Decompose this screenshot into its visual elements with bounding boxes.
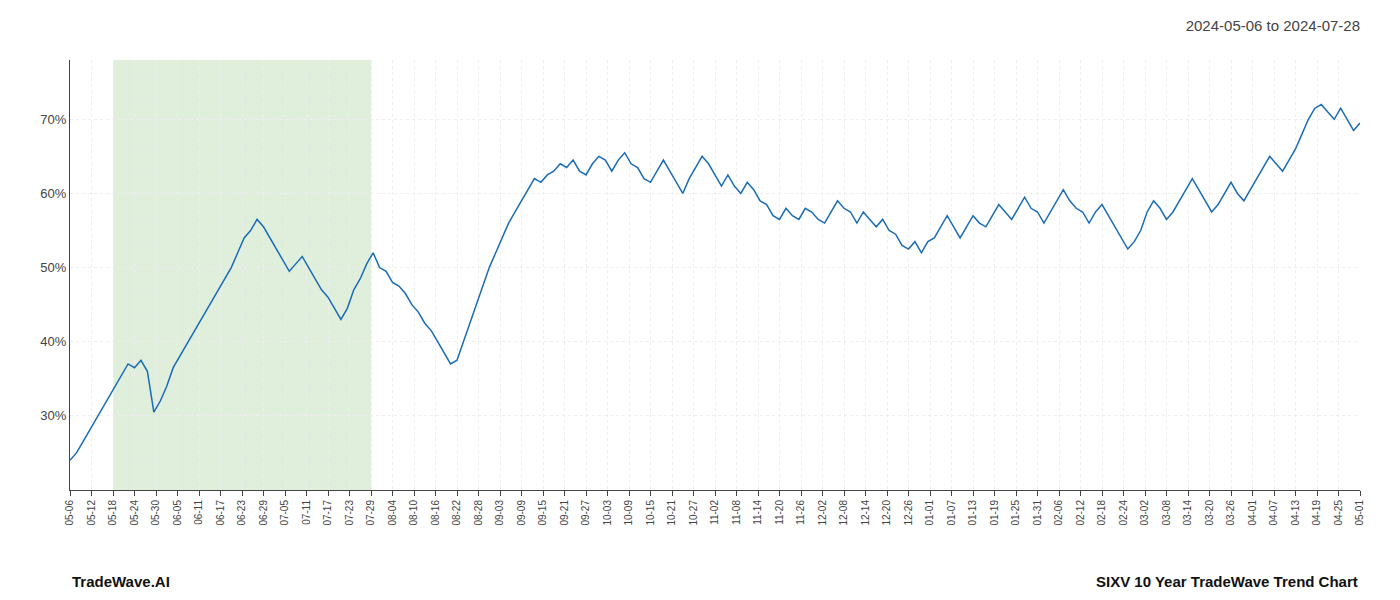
svg-text:09-15: 09-15: [537, 500, 548, 526]
svg-text:03-26: 03-26: [1225, 500, 1236, 526]
svg-text:10-09: 10-09: [623, 500, 634, 526]
svg-text:03-02: 03-02: [1139, 500, 1150, 526]
svg-text:05-12: 05-12: [86, 500, 97, 526]
svg-text:03-14: 03-14: [1182, 500, 1193, 526]
svg-text:40%: 40%: [40, 334, 66, 349]
svg-text:09-21: 09-21: [559, 500, 570, 526]
svg-text:01-07: 01-07: [946, 500, 957, 526]
svg-text:09-03: 09-03: [494, 500, 505, 526]
svg-text:06-29: 06-29: [258, 500, 269, 526]
svg-text:06-17: 06-17: [215, 500, 226, 526]
svg-text:05-18: 05-18: [107, 500, 118, 526]
svg-text:10-15: 10-15: [645, 500, 656, 526]
svg-text:04-13: 04-13: [1290, 500, 1301, 526]
svg-text:50%: 50%: [40, 260, 66, 275]
svg-text:11-20: 11-20: [774, 500, 785, 525]
svg-text:07-17: 07-17: [322, 500, 333, 526]
svg-text:12-26: 12-26: [903, 500, 914, 526]
svg-text:01-31: 01-31: [1032, 500, 1043, 526]
svg-text:02-24: 02-24: [1118, 500, 1129, 526]
svg-text:07-05: 07-05: [279, 500, 290, 526]
svg-text:11-26: 11-26: [795, 500, 806, 525]
svg-text:01-19: 01-19: [989, 500, 1000, 526]
svg-text:05-01: 05-01: [1354, 500, 1365, 526]
svg-text:03-20: 03-20: [1204, 500, 1215, 526]
svg-text:05-24: 05-24: [129, 500, 140, 526]
svg-text:08-04: 08-04: [387, 500, 398, 526]
svg-text:07-29: 07-29: [365, 500, 376, 526]
svg-text:04-25: 04-25: [1333, 500, 1344, 526]
svg-text:04-01: 04-01: [1247, 500, 1258, 526]
svg-text:05-06: 05-06: [64, 500, 75, 526]
svg-text:02-18: 02-18: [1096, 500, 1107, 526]
svg-text:60%: 60%: [40, 186, 66, 201]
svg-text:08-10: 08-10: [408, 500, 419, 526]
svg-text:04-07: 04-07: [1268, 500, 1279, 526]
svg-text:2024-05-06 to 2024-07-28: 2024-05-06 to 2024-07-28: [1186, 17, 1360, 34]
svg-text:06-23: 06-23: [236, 500, 247, 526]
svg-text:07-11: 07-11: [301, 500, 312, 525]
svg-text:09-09: 09-09: [516, 500, 527, 526]
svg-text:06-05: 06-05: [172, 500, 183, 526]
svg-text:03-08: 03-08: [1161, 500, 1172, 526]
svg-text:12-20: 12-20: [881, 500, 892, 526]
svg-text:11-08: 11-08: [731, 500, 742, 525]
svg-text:02-06: 02-06: [1053, 500, 1064, 526]
svg-text:02-12: 02-12: [1075, 500, 1086, 526]
svg-text:01-13: 01-13: [967, 500, 978, 526]
svg-text:04-19: 04-19: [1311, 500, 1322, 526]
svg-text:07-23: 07-23: [344, 500, 355, 526]
svg-text:01-01: 01-01: [924, 500, 935, 526]
svg-text:06-11: 06-11: [193, 500, 204, 525]
svg-text:TradeWave.AI: TradeWave.AI: [72, 573, 170, 590]
svg-text:10-21: 10-21: [666, 500, 677, 526]
svg-text:10-27: 10-27: [688, 500, 699, 526]
svg-text:08-16: 08-16: [430, 500, 441, 526]
svg-text:11-02: 11-02: [709, 500, 720, 525]
svg-text:01-25: 01-25: [1010, 500, 1021, 526]
svg-text:11-14: 11-14: [752, 500, 763, 525]
svg-text:08-22: 08-22: [451, 500, 462, 526]
svg-text:30%: 30%: [40, 408, 66, 423]
svg-text:09-27: 09-27: [580, 500, 591, 526]
svg-text:08-28: 08-28: [473, 500, 484, 526]
svg-text:12-14: 12-14: [860, 500, 871, 526]
svg-text:10-03: 10-03: [602, 500, 613, 526]
svg-text:70%: 70%: [40, 112, 66, 127]
svg-text:SIXV 10 Year TradeWave Trend C: SIXV 10 Year TradeWave Trend Chart: [1096, 573, 1358, 590]
svg-text:12-08: 12-08: [838, 500, 849, 526]
svg-text:05-30: 05-30: [150, 500, 161, 526]
svg-text:12-02: 12-02: [817, 500, 828, 526]
